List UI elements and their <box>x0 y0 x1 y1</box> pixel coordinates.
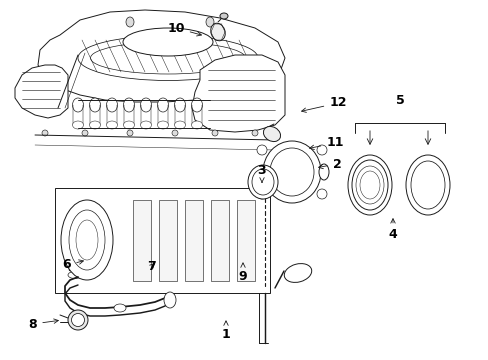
Text: 12: 12 <box>301 96 346 112</box>
Polygon shape <box>192 55 285 132</box>
Ellipse shape <box>72 121 83 129</box>
Ellipse shape <box>72 98 83 112</box>
Ellipse shape <box>205 17 214 27</box>
Text: 6: 6 <box>62 258 83 271</box>
Text: 7: 7 <box>146 261 155 274</box>
Text: 3: 3 <box>257 163 266 182</box>
Bar <box>133 200 151 281</box>
Ellipse shape <box>106 121 117 129</box>
Ellipse shape <box>114 304 126 312</box>
Text: 5: 5 <box>395 94 404 107</box>
Bar <box>55 188 269 293</box>
Ellipse shape <box>123 98 134 112</box>
Ellipse shape <box>174 98 185 112</box>
Ellipse shape <box>68 271 82 279</box>
Ellipse shape <box>163 292 176 308</box>
Ellipse shape <box>191 98 202 112</box>
Ellipse shape <box>127 130 133 136</box>
Ellipse shape <box>69 210 105 270</box>
Ellipse shape <box>263 126 280 141</box>
Ellipse shape <box>90 42 245 74</box>
Ellipse shape <box>269 148 313 196</box>
Ellipse shape <box>251 130 258 136</box>
Text: 2: 2 <box>318 158 341 171</box>
Ellipse shape <box>123 121 134 129</box>
Ellipse shape <box>157 121 168 129</box>
Ellipse shape <box>263 141 320 203</box>
Ellipse shape <box>71 314 84 327</box>
Ellipse shape <box>191 121 202 129</box>
Ellipse shape <box>212 130 218 136</box>
Ellipse shape <box>318 164 328 180</box>
Ellipse shape <box>126 17 134 27</box>
Bar <box>159 200 177 281</box>
Ellipse shape <box>220 13 227 19</box>
Ellipse shape <box>78 36 258 81</box>
Ellipse shape <box>42 130 48 136</box>
Ellipse shape <box>140 98 151 112</box>
Bar <box>210 200 228 281</box>
Ellipse shape <box>359 171 379 199</box>
Ellipse shape <box>106 98 117 112</box>
Ellipse shape <box>172 130 178 136</box>
Ellipse shape <box>140 121 151 129</box>
Ellipse shape <box>247 165 278 199</box>
Ellipse shape <box>82 130 88 136</box>
Ellipse shape <box>284 264 311 282</box>
Ellipse shape <box>316 145 326 155</box>
Ellipse shape <box>68 258 82 266</box>
Text: 9: 9 <box>238 263 247 283</box>
Text: 4: 4 <box>388 219 397 242</box>
Ellipse shape <box>251 169 273 195</box>
Text: 10: 10 <box>167 22 201 36</box>
Ellipse shape <box>210 23 225 41</box>
Bar <box>237 200 254 281</box>
Ellipse shape <box>405 155 449 215</box>
Ellipse shape <box>174 121 185 129</box>
Bar <box>184 200 203 281</box>
Text: 1: 1 <box>221 321 230 341</box>
Text: 8: 8 <box>29 318 58 330</box>
Ellipse shape <box>257 145 266 155</box>
Ellipse shape <box>316 189 326 199</box>
Ellipse shape <box>76 220 98 260</box>
Ellipse shape <box>351 160 387 210</box>
Ellipse shape <box>123 28 213 56</box>
Ellipse shape <box>410 161 444 209</box>
Ellipse shape <box>257 189 266 199</box>
Ellipse shape <box>355 166 383 204</box>
Polygon shape <box>38 10 285 102</box>
Text: 11: 11 <box>309 136 343 149</box>
Ellipse shape <box>347 155 391 215</box>
Ellipse shape <box>89 98 101 112</box>
Ellipse shape <box>61 200 113 280</box>
Ellipse shape <box>68 310 88 330</box>
Polygon shape <box>15 65 68 118</box>
Ellipse shape <box>89 121 101 129</box>
Ellipse shape <box>157 98 168 112</box>
